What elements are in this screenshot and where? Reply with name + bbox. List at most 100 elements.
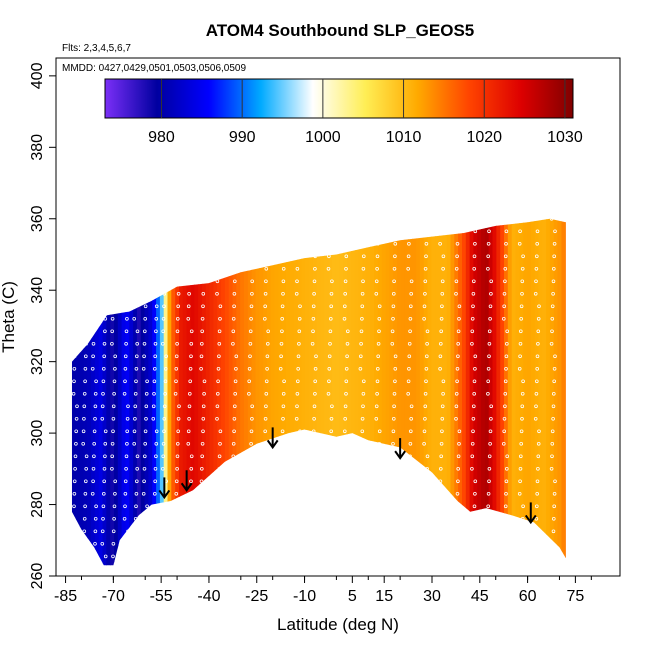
obs-point	[504, 341, 509, 346]
obs-point	[552, 504, 556, 509]
arrow-head	[394, 450, 406, 460]
obs-point	[486, 254, 491, 259]
obs-point	[440, 529, 445, 534]
obs-point	[188, 254, 193, 259]
obs-point	[91, 229, 95, 234]
obs-point	[489, 568, 492, 571]
obs-point	[456, 466, 461, 471]
obs-point	[298, 554, 302, 559]
obs-point	[519, 554, 524, 559]
heat-column	[439, 218, 444, 566]
obs-point	[296, 366, 301, 371]
obs-point	[82, 541, 86, 546]
obs-point	[537, 568, 540, 571]
obs-point	[390, 466, 395, 471]
obs-point	[521, 504, 525, 509]
heat-column	[396, 218, 402, 566]
obs-point	[487, 454, 492, 459]
heat-column	[209, 218, 214, 566]
obs-point	[311, 454, 315, 459]
obs-point	[312, 568, 315, 571]
obs-point	[358, 491, 363, 496]
colorbar-tick-label: 1030	[547, 129, 583, 146]
obs-point	[361, 568, 364, 571]
heat-column	[488, 218, 494, 566]
obs-point	[82, 529, 87, 534]
obs-point	[313, 391, 317, 396]
obs-point	[520, 404, 525, 409]
obs-point	[454, 404, 459, 409]
obs-point	[329, 416, 334, 421]
obs-point	[310, 341, 315, 346]
obs-point	[163, 379, 168, 384]
obs-point	[486, 491, 491, 496]
obs-point	[312, 279, 317, 284]
heat-column	[515, 218, 520, 566]
y-tick-label: 300	[29, 420, 46, 447]
obs-point	[550, 454, 554, 459]
obs-point	[375, 504, 380, 509]
obs-point	[422, 441, 426, 446]
obs-point	[202, 391, 206, 396]
obs-point	[201, 404, 206, 409]
heat-column	[309, 218, 314, 566]
heat-column	[331, 218, 337, 566]
obs-point	[65, 280, 68, 283]
obs-point	[504, 242, 508, 246]
heat-column	[408, 218, 413, 566]
obs-point	[294, 291, 299, 296]
obs-point	[133, 541, 137, 546]
obs-point	[188, 391, 192, 396]
heat-column	[381, 218, 387, 566]
obs-point	[314, 229, 318, 234]
obs-point	[518, 354, 522, 359]
obs-point	[186, 554, 191, 559]
obs-point	[312, 529, 317, 534]
obs-point	[345, 354, 349, 359]
obs-point	[407, 354, 412, 359]
obs-point	[217, 229, 221, 234]
obs-point	[200, 316, 205, 321]
obs-point	[73, 466, 77, 471]
obs-point	[471, 291, 476, 296]
obs-point	[123, 354, 128, 359]
obs-point	[296, 354, 301, 359]
obs-point	[536, 218, 540, 221]
obs-point	[111, 429, 115, 434]
obs-point	[189, 341, 194, 346]
heat-column	[519, 218, 524, 566]
obs-point	[135, 354, 139, 359]
obs-point	[375, 242, 380, 246]
obs-point	[123, 479, 128, 484]
obs-point	[132, 429, 137, 434]
obs-point	[376, 341, 381, 346]
obs-point	[111, 541, 116, 546]
obs-point	[163, 516, 167, 521]
obs-point	[457, 429, 462, 434]
obs-point	[153, 341, 158, 346]
obs-point	[407, 479, 412, 484]
obs-point	[377, 429, 382, 434]
heat-column	[477, 218, 482, 566]
obs-point	[64, 292, 67, 295]
obs-point	[93, 404, 98, 409]
obs-point	[504, 479, 509, 484]
obs-point	[423, 266, 428, 271]
obs-point	[279, 479, 283, 484]
obs-point	[361, 279, 365, 284]
obs-point	[282, 379, 286, 384]
colorbar-gradient	[104, 78, 574, 119]
heat-column	[462, 218, 467, 566]
obs-point	[281, 516, 286, 521]
obs-point	[327, 366, 332, 371]
profile-arrows	[158, 427, 537, 525]
obs-point	[232, 291, 237, 296]
obs-point	[162, 568, 165, 571]
obs-point	[65, 505, 68, 508]
heat-column	[328, 218, 333, 566]
obs-point	[424, 354, 429, 359]
arrow-head	[180, 482, 193, 492]
obs-point	[536, 316, 541, 321]
heat-column	[507, 218, 513, 566]
obs-point	[174, 491, 179, 496]
